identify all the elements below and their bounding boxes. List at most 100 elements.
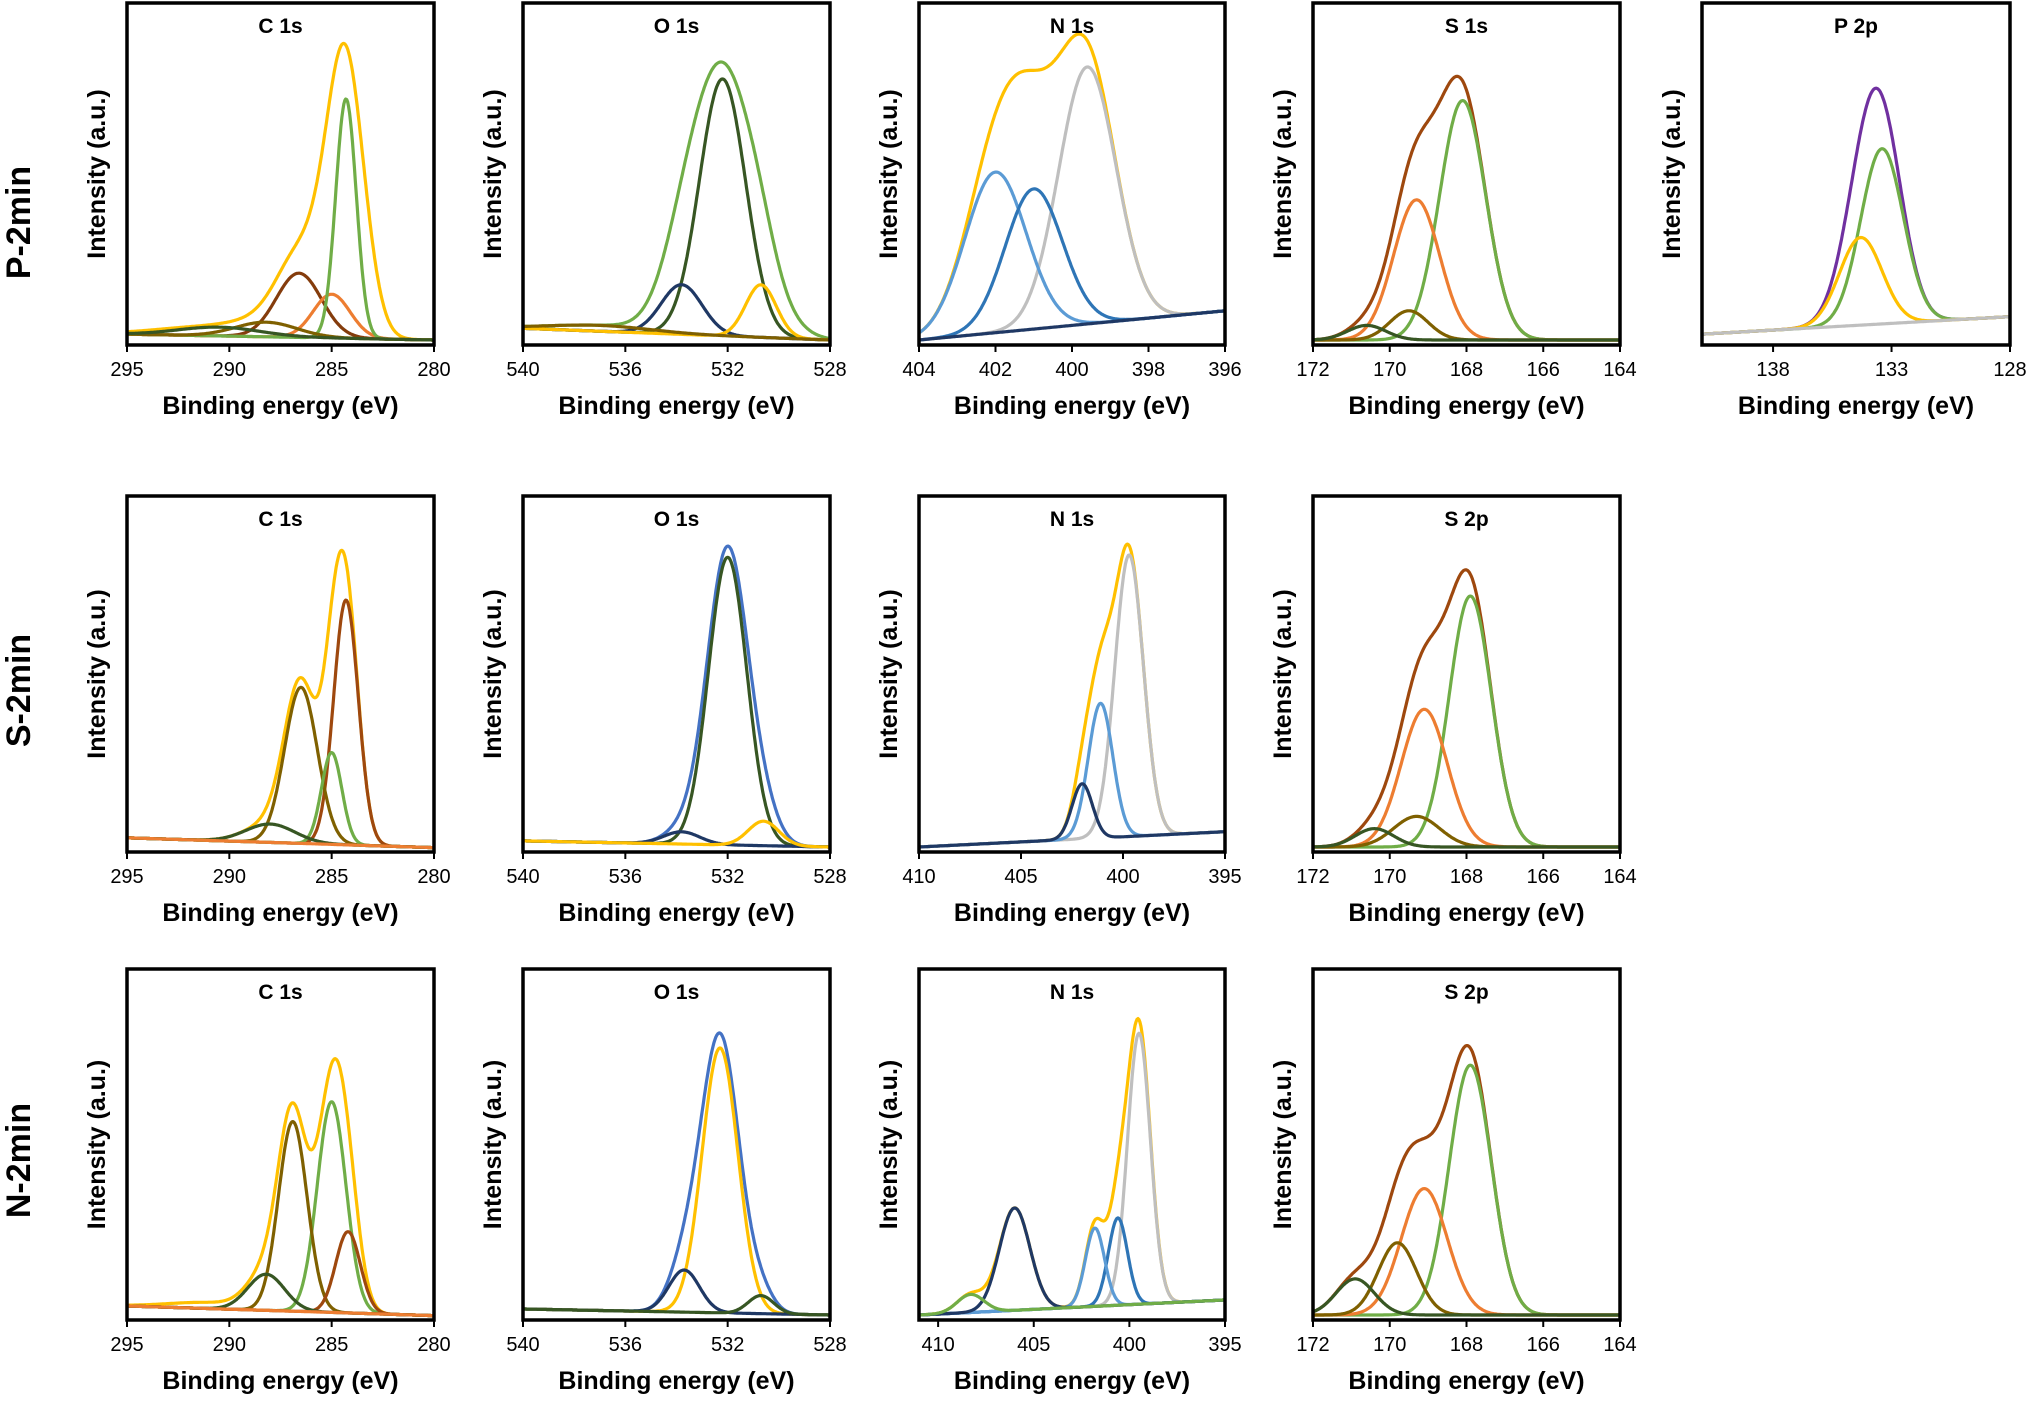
x-tick-label: 405	[1017, 1334, 1050, 1356]
x-tick-label: 166	[1527, 1334, 1560, 1356]
series-line-darkgreen	[523, 1294, 830, 1317]
plot-frame	[917, 494, 1227, 854]
x-tick-label: 280	[417, 359, 450, 381]
plot-frame	[917, 967, 1227, 1322]
x-tick-label: 540	[506, 1334, 539, 1356]
series-group	[919, 32, 1225, 342]
x-tick-label: 164	[1603, 866, 1636, 888]
x-tick-label: 395	[1208, 1334, 1241, 1356]
panel-title: N 1s	[1050, 981, 1094, 1004]
series-line-lightgreen	[1313, 1063, 1620, 1317]
series-line-gray	[919, 65, 1225, 342]
series-line-lightgreen	[919, 1292, 1225, 1317]
plot-frame	[521, 494, 832, 854]
plot-frame	[125, 494, 436, 854]
x-tick-label: 400	[1113, 1334, 1146, 1356]
panel-p-2min-o-1s: O 1s 540 536 532 528 Binding energy (eV) Inten…	[479, 1, 847, 420]
series-line-yellow	[919, 1017, 1225, 1317]
series-line-olive	[523, 323, 830, 342]
y-axis-label: Intensity (a.u.)	[1658, 89, 1686, 258]
panel-p-2min-n-1s: N 1s 404 402 400 398 396 Binding energy (eV) In…	[875, 1, 1242, 420]
series-group	[127, 1057, 434, 1318]
panel-title: P 2p	[1834, 15, 1878, 38]
panel-title: S 2p	[1444, 981, 1488, 1004]
series-line-darkgreen	[1313, 827, 1620, 849]
series-line-orange	[1313, 707, 1620, 849]
x-axis-label: Binding energy (eV)	[162, 899, 398, 927]
panel-s-2min-s-2p: S 2p 172 170 168 166 164 Binding energy (eV) In…	[1269, 494, 1637, 927]
x-axis-label: Binding energy (eV)	[558, 1367, 794, 1395]
x-tick-label: 532	[711, 1334, 744, 1356]
panel-title: C 1s	[258, 508, 302, 531]
panel-n-2min-n-1s: N 1s 410 405 400 395 Binding energy (eV) Inten…	[875, 967, 1242, 1395]
x-tick-label: 164	[1603, 359, 1636, 381]
series-line-darkgreen	[1313, 1277, 1620, 1317]
x-axis-label: Binding energy (eV)	[1348, 899, 1584, 927]
series-line-brown	[1313, 568, 1620, 849]
plot-frame	[125, 1, 436, 347]
x-axis-label: Binding energy (eV)	[558, 392, 794, 420]
x-tick-label: 172	[1296, 866, 1329, 888]
x-tick-label: 168	[1450, 359, 1483, 381]
series-line-lightgreen	[1313, 594, 1620, 849]
series-group	[523, 544, 830, 849]
series-line-yellow	[919, 32, 1225, 335]
x-axis-label: Binding energy (eV)	[558, 899, 794, 927]
series-group	[919, 542, 1225, 849]
series-line-brown	[127, 598, 434, 850]
plot-frame	[521, 967, 832, 1322]
series-line-lightgreen	[127, 97, 434, 342]
x-tick-label: 280	[417, 1334, 450, 1356]
series-line-darkgreen	[1313, 323, 1620, 342]
y-axis-label: Intensity (a.u.)	[479, 589, 507, 758]
x-tick-label: 532	[711, 866, 744, 888]
x-tick-label: 295	[110, 866, 143, 888]
x-tick-label: 172	[1296, 359, 1329, 381]
x-tick-label: 133	[1875, 359, 1908, 381]
series-line-blue	[523, 544, 830, 849]
y-axis-label: Intensity (a.u.)	[1269, 1060, 1297, 1229]
panel-p-2min-s-1s: S 1s 172 170 168 166 164 Binding energy (eV) In…	[1269, 1, 1637, 420]
series-line-darkgreen	[523, 555, 830, 849]
y-axis-label: Intensity (a.u.)	[875, 89, 903, 258]
series-group	[1313, 568, 1620, 849]
x-tick-label: 168	[1450, 866, 1483, 888]
panel-title: S 1s	[1445, 15, 1488, 38]
series-line-purple	[1702, 86, 2010, 336]
x-axis-label: Binding energy (eV)	[1348, 392, 1584, 420]
panel-title: O 1s	[654, 15, 700, 38]
x-tick-label: 395	[1208, 866, 1241, 888]
series-line-yellow	[127, 548, 434, 850]
panel-title: C 1s	[258, 981, 302, 1004]
y-axis-label: Intensity (a.u.)	[479, 89, 507, 258]
panel-p-2min-p-2p: P 2p 138 133 128 Binding energy (eV) Intensit…	[1658, 1, 2027, 420]
x-tick-label: 536	[609, 866, 642, 888]
series-group	[523, 1031, 830, 1317]
x-tick-label: 402	[979, 359, 1012, 381]
y-axis-label: Intensity (a.u.)	[83, 89, 111, 258]
panel-title: O 1s	[654, 981, 700, 1004]
x-axis-label: Binding energy (eV)	[162, 1367, 398, 1395]
x-tick-label: 528	[813, 359, 846, 381]
series-line-brown	[1313, 74, 1620, 342]
x-tick-label: 170	[1373, 1334, 1406, 1356]
panel-title: C 1s	[258, 15, 302, 38]
series-group	[1702, 86, 2010, 336]
x-tick-label: 164	[1603, 1334, 1636, 1356]
x-tick-label: 396	[1208, 359, 1241, 381]
series-group	[127, 41, 434, 342]
series-line-lightblue	[919, 701, 1225, 849]
x-tick-label: 170	[1373, 866, 1406, 888]
x-tick-label: 532	[711, 359, 744, 381]
y-axis-label: Intensity (a.u.)	[83, 1060, 111, 1229]
x-tick-label: 166	[1527, 866, 1560, 888]
x-tick-label: 285	[315, 866, 348, 888]
x-tick-label: 540	[506, 866, 539, 888]
y-axis-label: Intensity (a.u.)	[479, 1060, 507, 1229]
x-tick-label: 528	[813, 866, 846, 888]
panel-n-2min-c-1s: C 1s 295 290 285 280 Binding energy (eV) Inten…	[83, 967, 451, 1395]
series-group	[919, 1017, 1225, 1317]
series-line-brown	[1313, 1044, 1620, 1317]
series-line-orange	[127, 836, 434, 850]
x-tick-label: 168	[1450, 1334, 1483, 1356]
